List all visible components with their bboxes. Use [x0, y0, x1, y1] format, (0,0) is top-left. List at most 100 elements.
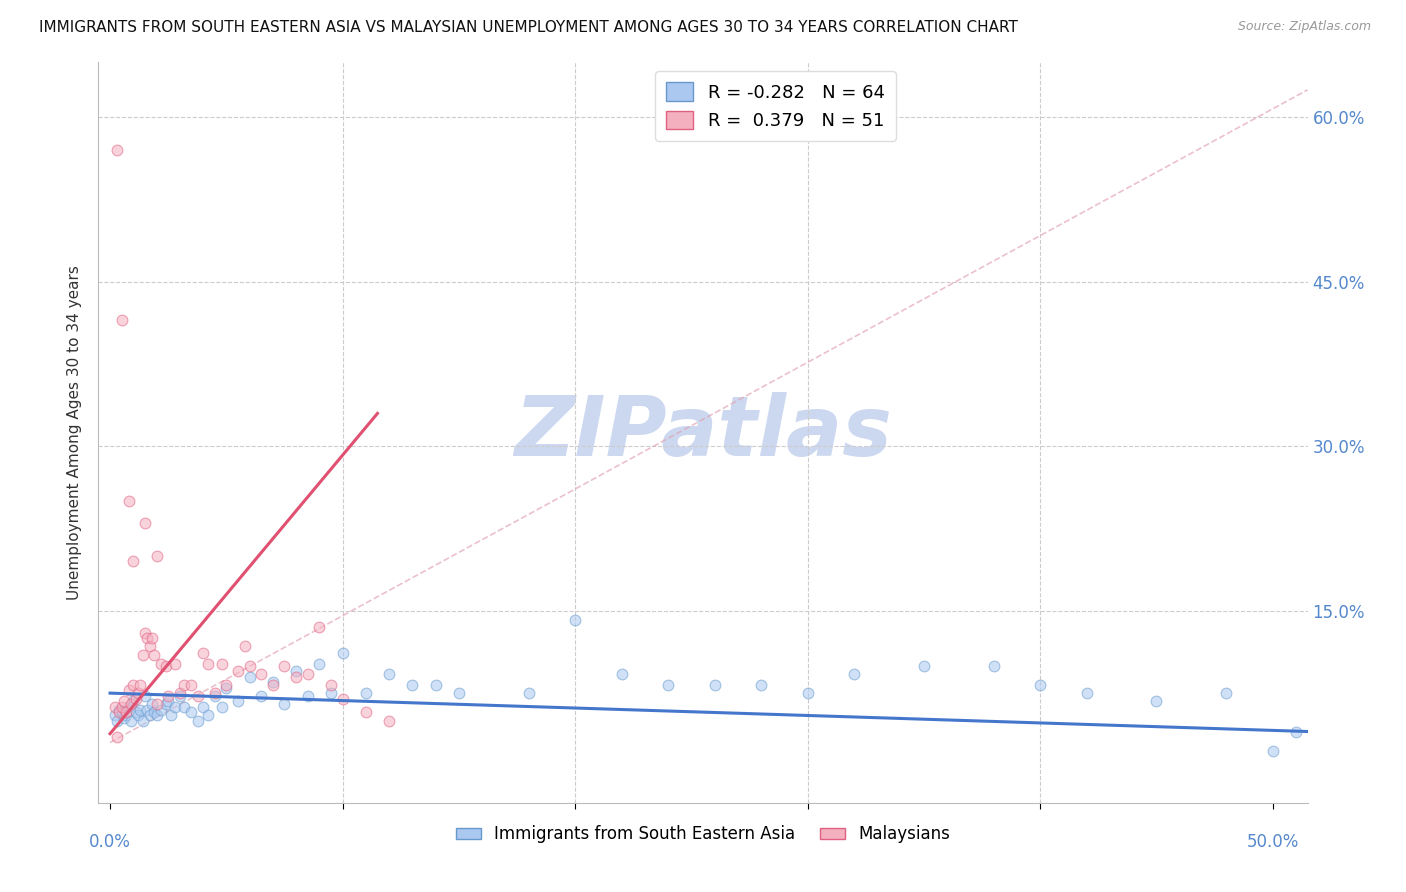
- Point: [239, 658, 262, 673]
- Point: [983, 658, 1005, 673]
- Legend: Immigrants from South Eastern Asia, Malaysians: Immigrants from South Eastern Asia, Mala…: [449, 819, 957, 850]
- Point: [297, 690, 319, 704]
- Point: [425, 678, 447, 692]
- Point: [155, 697, 177, 711]
- Text: ZIPatlas: ZIPatlas: [515, 392, 891, 473]
- Point: [131, 648, 153, 662]
- Point: [104, 708, 127, 723]
- Point: [703, 678, 725, 692]
- Point: [134, 516, 156, 530]
- Point: [187, 714, 209, 728]
- Point: [122, 554, 145, 568]
- Y-axis label: Unemployment Among Ages 30 to 34 years: Unemployment Among Ages 30 to 34 years: [67, 265, 83, 600]
- Point: [319, 686, 342, 700]
- Point: [120, 714, 142, 728]
- Point: [215, 681, 238, 695]
- Point: [141, 632, 163, 646]
- Point: [250, 690, 273, 704]
- Point: [134, 625, 156, 640]
- Point: [118, 700, 141, 714]
- Point: [332, 646, 354, 660]
- Point: [145, 697, 167, 711]
- Point: [157, 694, 180, 708]
- Point: [112, 694, 135, 708]
- Point: [273, 697, 295, 711]
- Point: [1215, 686, 1237, 700]
- Point: [150, 657, 173, 671]
- Point: [124, 691, 146, 706]
- Point: [749, 678, 772, 692]
- Point: [180, 678, 202, 692]
- Point: [1029, 678, 1052, 692]
- Point: [285, 670, 308, 684]
- Point: [308, 620, 330, 634]
- Point: [844, 667, 866, 681]
- Point: [233, 639, 256, 653]
- Point: [118, 682, 141, 697]
- Point: [285, 664, 308, 678]
- Point: [211, 657, 233, 671]
- Text: 50.0%: 50.0%: [1247, 833, 1299, 851]
- Point: [262, 678, 284, 692]
- Point: [401, 678, 423, 692]
- Point: [180, 705, 202, 719]
- Point: [197, 657, 219, 671]
- Point: [127, 686, 149, 700]
- Point: [105, 143, 128, 157]
- Text: 0.0%: 0.0%: [89, 833, 131, 851]
- Point: [308, 657, 330, 671]
- Point: [204, 686, 226, 700]
- Point: [215, 678, 238, 692]
- Point: [657, 678, 679, 692]
- Point: [111, 700, 134, 714]
- Point: [127, 708, 149, 723]
- Point: [118, 494, 141, 508]
- Point: [141, 697, 163, 711]
- Text: IMMIGRANTS FROM SOUTH EASTERN ASIA VS MALAYSIAN UNEMPLOYMENT AMONG AGES 30 TO 34: IMMIGRANTS FROM SOUTH EASTERN ASIA VS MA…: [39, 20, 1018, 35]
- Point: [1261, 744, 1284, 758]
- Point: [332, 691, 354, 706]
- Point: [191, 646, 214, 660]
- Point: [129, 678, 152, 692]
- Point: [204, 690, 226, 704]
- Point: [138, 639, 160, 653]
- Point: [159, 708, 181, 723]
- Point: [165, 657, 187, 671]
- Point: [138, 708, 160, 723]
- Point: [155, 658, 177, 673]
- Point: [354, 686, 377, 700]
- Point: [226, 664, 249, 678]
- Point: [447, 686, 470, 700]
- Point: [517, 686, 540, 700]
- Point: [122, 694, 145, 708]
- Point: [378, 667, 401, 681]
- Point: [319, 678, 342, 692]
- Point: [297, 667, 319, 681]
- Point: [173, 700, 195, 714]
- Point: [111, 313, 134, 327]
- Point: [1285, 724, 1308, 739]
- Point: [169, 690, 191, 704]
- Point: [145, 708, 167, 723]
- Point: [136, 632, 159, 646]
- Point: [111, 705, 134, 719]
- Text: Source: ZipAtlas.com: Source: ZipAtlas.com: [1237, 20, 1371, 33]
- Point: [273, 658, 295, 673]
- Point: [796, 686, 818, 700]
- Point: [143, 648, 166, 662]
- Point: [104, 700, 127, 714]
- Point: [262, 675, 284, 690]
- Point: [112, 711, 135, 725]
- Point: [122, 678, 145, 692]
- Point: [108, 705, 131, 719]
- Point: [150, 702, 173, 716]
- Point: [378, 714, 401, 728]
- Point: [131, 714, 153, 728]
- Point: [124, 705, 146, 719]
- Point: [250, 667, 273, 681]
- Point: [564, 613, 586, 627]
- Point: [211, 700, 233, 714]
- Point: [191, 700, 214, 714]
- Point: [115, 705, 138, 719]
- Point: [108, 702, 131, 716]
